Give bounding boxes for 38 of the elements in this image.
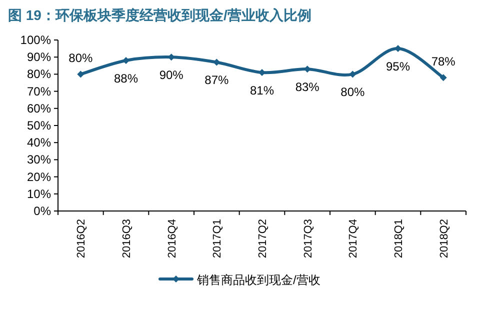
data-label: 90% [159,68,184,82]
y-tick-label: 30% [26,152,52,167]
point [213,58,220,66]
point [440,74,447,82]
x-tick-label: 2017Q1 [212,219,224,258]
point [349,70,356,78]
legend-label: 销售商品收到现金/营收 [196,273,320,287]
x-tick-label: 2017Q3 [302,219,314,258]
y-tick-label: 90% [26,50,52,64]
data-label: 80% [340,85,365,100]
x-tick-label: 2018Q2 [438,219,450,258]
x-tick-label: 2017Q4 [348,219,360,258]
x-tick-label: 2016Q2 [76,219,88,258]
data-label: 95% [386,60,410,74]
point [258,68,266,76]
data-label: 78% [431,54,456,69]
chart-title: 图 19：环保板块季度经营收到现金/营业收入比例 [8,7,312,23]
x-tick-label: 2016Q4 [166,219,178,258]
point [394,45,402,52]
y-tick-label: 10% [26,186,52,201]
y-tick-label: 40% [26,136,52,150]
data-label: 88% [114,72,138,86]
y-tick-label: 70% [26,84,52,98]
x-tick-label: 2016Q3 [121,219,133,258]
point [122,57,130,64]
y-tick-label: 60% [26,101,52,116]
x-tick-label: 2017Q2 [257,219,269,258]
data-label: 87% [204,73,229,88]
data-label: 83% [295,80,320,94]
y-tick-label: 50% [26,118,52,132]
y-tick-label: 20% [26,170,52,184]
y-tick-label: 100% [20,33,52,47]
point [77,70,84,78]
y-tick-label: 0% [34,204,52,218]
x-tick-label: 2018Q1 [393,219,405,258]
y-tick-label: 80% [26,67,52,82]
data-label: 80% [68,51,93,66]
data-label: 81% [250,83,274,98]
